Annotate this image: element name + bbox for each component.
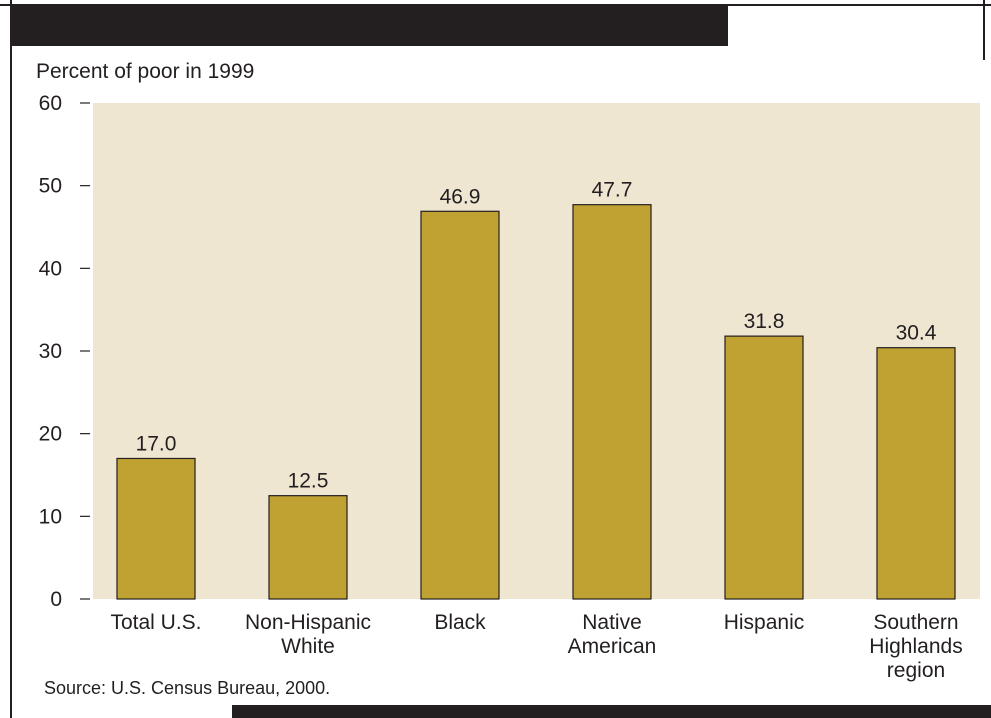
x-category-label: Hispanic <box>724 611 805 634</box>
source-note: Source: U.S. Census Bureau, 2000. <box>44 678 331 698</box>
y-tick-label: 30 <box>39 340 62 363</box>
x-category-label: Southern <box>873 611 958 634</box>
bar-value-label: 17.0 <box>136 432 177 455</box>
bar-1 <box>116 457 196 600</box>
x-category-label: Total U.S. <box>110 611 201 634</box>
y-tick-label: 10 <box>39 505 62 528</box>
y-tick-label: 20 <box>39 423 62 446</box>
y-tick-label: 50 <box>39 175 62 198</box>
bar-value-label: 46.9 <box>440 185 481 208</box>
x-category-label: region <box>887 659 945 682</box>
frame-left-border <box>10 0 12 718</box>
frame-top-border <box>0 4 991 6</box>
header-bar <box>12 6 728 46</box>
footer-bar <box>232 705 991 718</box>
bar-value-label: 12.5 <box>288 470 329 493</box>
y-axis-label: Percent of poor in 1999 <box>36 60 255 83</box>
y-tick-label: 60 <box>39 92 62 115</box>
bar-value-label: 47.7 <box>592 179 633 202</box>
bar-5 <box>724 335 804 600</box>
bar-6 <box>876 347 956 600</box>
x-category-label: White <box>281 635 335 658</box>
y-tick-label: 40 <box>39 257 62 280</box>
y-tick-label: 0 <box>50 588 62 611</box>
x-category-label: American <box>568 635 657 658</box>
bar-value-label: 30.4 <box>896 322 937 345</box>
bar-3 <box>420 210 500 600</box>
bar-value-label: 31.8 <box>744 310 785 333</box>
plot-background <box>93 103 980 599</box>
x-category-label: Black <box>434 611 486 634</box>
bar-2 <box>268 495 348 600</box>
x-category-label: Native <box>582 611 642 634</box>
bar-4 <box>572 204 652 600</box>
x-category-label: Non-Hispanic <box>245 611 371 634</box>
x-category-label: Highlands <box>869 635 962 658</box>
frame-right-border <box>983 0 985 60</box>
